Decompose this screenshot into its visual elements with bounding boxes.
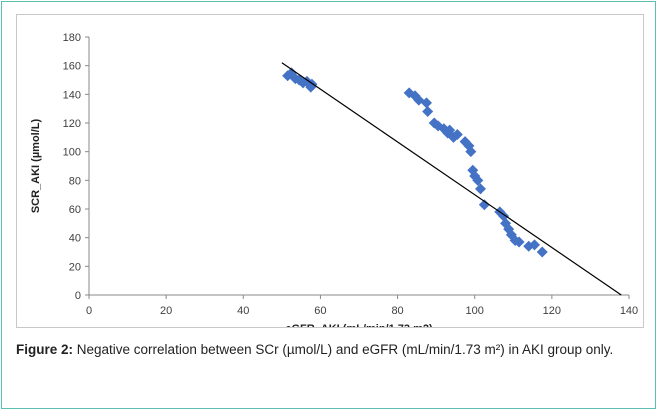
data-point <box>478 199 490 211</box>
y-tick-label: 0 <box>75 290 81 302</box>
data-point <box>505 229 517 241</box>
x-tick-label: 40 <box>237 305 249 317</box>
x-tick-label: 100 <box>466 305 484 317</box>
x-axis-title: eGFR_AKI (mL/min/1.73 m2) <box>285 323 433 327</box>
data-point <box>465 146 477 158</box>
y-tick-label: 40 <box>69 233 81 245</box>
scatter-chart: 0 20 40 60 80 100 120 140 160 180 0 20 40 60 80 100 120 1… <box>30 32 638 327</box>
data-point <box>529 239 540 251</box>
caption-label: Figure 2: <box>16 342 74 357</box>
data-point <box>536 246 548 258</box>
chart-area: 0 20 40 60 80 100 120 140 160 180 0 20 40 60 80 100 120 1… <box>16 14 644 328</box>
figure-caption: Figure 2: Negative correlation between S… <box>16 340 646 360</box>
x-tick-label: 60 <box>314 305 326 317</box>
data-point <box>444 124 456 136</box>
y-tick-label: 60 <box>69 204 81 216</box>
trendline <box>281 62 622 296</box>
data-point <box>451 128 463 140</box>
data-point <box>472 174 484 186</box>
y-tick-label: 80 <box>69 175 81 187</box>
data-point <box>421 97 432 109</box>
y-tick-label: 160 <box>63 61 81 73</box>
y-tick-label: 20 <box>69 261 81 273</box>
y-tick-label: 180 <box>63 32 81 44</box>
x-tick-label: 80 <box>391 305 403 317</box>
y-tick-label: 120 <box>63 118 81 130</box>
y-tick-label: 100 <box>63 147 81 159</box>
x-tick-label: 0 <box>86 305 92 317</box>
x-tick-label: 120 <box>543 305 561 317</box>
data-point <box>513 236 525 248</box>
x-tick-label: 20 <box>160 305 172 317</box>
caption-text: Negative correlation between SCr (µmol/L… <box>73 342 614 357</box>
data-point <box>422 106 434 118</box>
x-tick-label: 140 <box>620 305 638 317</box>
data-point <box>475 183 486 195</box>
y-tick-label: 140 <box>63 89 81 101</box>
data-point <box>438 123 450 135</box>
y-axis-title: SCR_AKI (µmol/L) <box>30 118 42 213</box>
